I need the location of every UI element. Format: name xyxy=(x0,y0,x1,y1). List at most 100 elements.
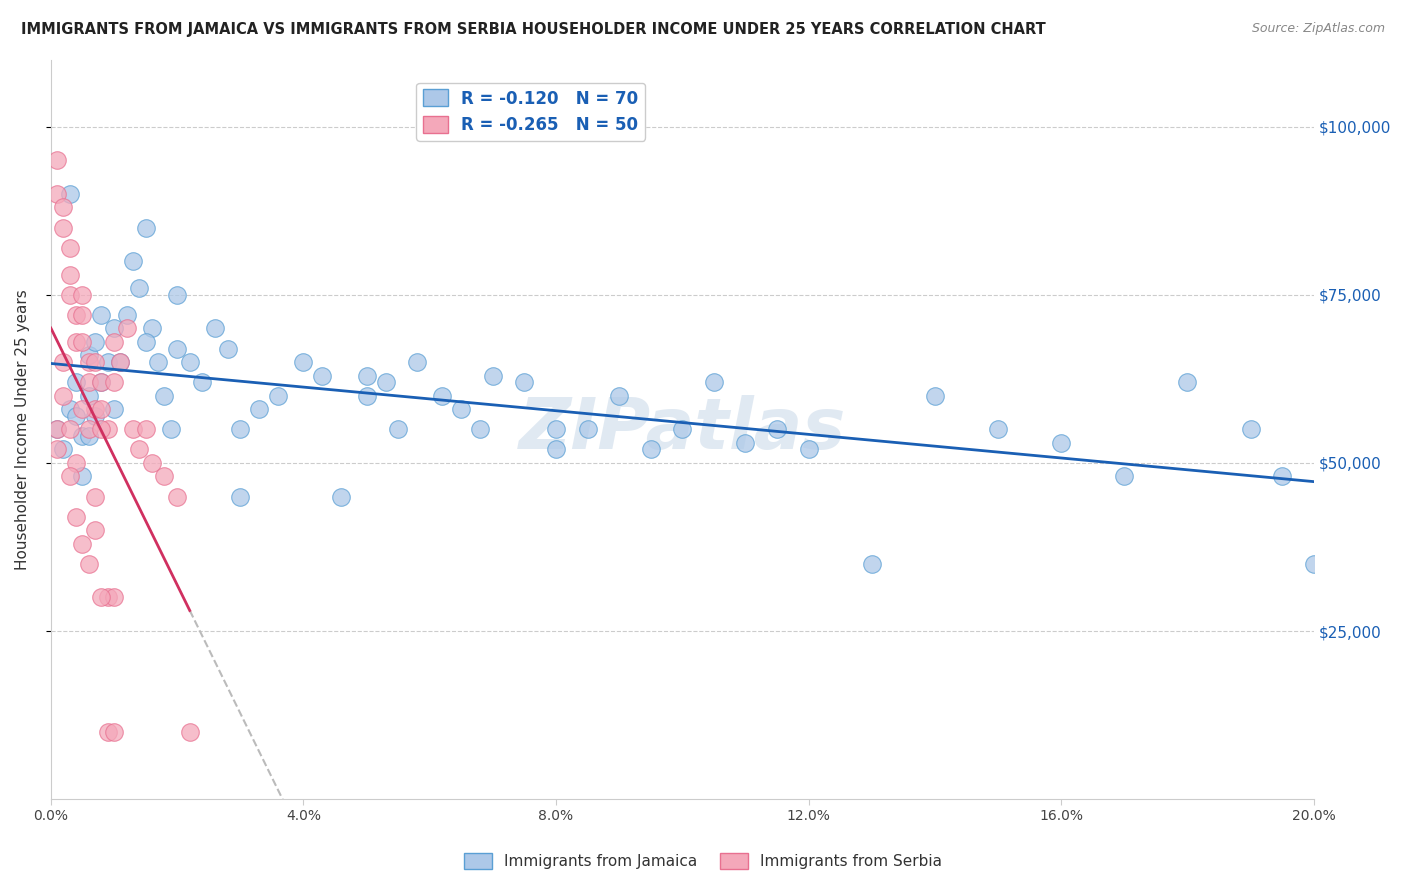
Text: Source: ZipAtlas.com: Source: ZipAtlas.com xyxy=(1251,22,1385,36)
Point xyxy=(191,376,214,390)
Point xyxy=(90,376,112,390)
Point xyxy=(46,442,69,457)
Point xyxy=(77,355,100,369)
Point xyxy=(59,187,82,202)
Point xyxy=(1050,435,1073,450)
Point xyxy=(46,422,69,436)
Point xyxy=(1302,557,1324,571)
Point xyxy=(84,490,107,504)
Point xyxy=(77,348,100,362)
Point xyxy=(122,254,145,268)
Point xyxy=(72,308,94,322)
Point xyxy=(90,422,112,436)
Point xyxy=(103,591,125,605)
Point xyxy=(356,368,378,383)
Point xyxy=(166,490,188,504)
Point xyxy=(65,409,87,423)
Point xyxy=(135,220,157,235)
Point xyxy=(46,187,69,202)
Point xyxy=(387,422,409,436)
Point xyxy=(77,376,100,390)
Point xyxy=(135,422,157,436)
Point xyxy=(84,334,107,349)
Point xyxy=(135,334,157,349)
Point xyxy=(46,422,69,436)
Point xyxy=(65,334,87,349)
Point xyxy=(72,334,94,349)
Point xyxy=(450,402,472,417)
Point xyxy=(292,355,315,369)
Point xyxy=(148,355,170,369)
Point xyxy=(77,429,100,443)
Point xyxy=(247,402,270,417)
Point xyxy=(97,724,120,739)
Point xyxy=(84,523,107,537)
Point xyxy=(52,220,75,235)
Point xyxy=(84,355,107,369)
Point xyxy=(90,308,112,322)
Legend: R = -0.120   N = 70, R = -0.265   N = 50: R = -0.120 N = 70, R = -0.265 N = 50 xyxy=(416,83,645,141)
Point xyxy=(482,368,505,383)
Point xyxy=(52,442,75,457)
Point xyxy=(987,422,1010,436)
Point xyxy=(59,268,82,282)
Point xyxy=(97,591,120,605)
Point xyxy=(77,389,100,403)
Point xyxy=(406,355,429,369)
Point xyxy=(110,355,132,369)
Point xyxy=(141,321,163,335)
Point xyxy=(103,334,125,349)
Point xyxy=(356,389,378,403)
Point xyxy=(607,389,630,403)
Point xyxy=(330,490,353,504)
Point xyxy=(544,422,567,436)
Point xyxy=(84,409,107,423)
Point xyxy=(65,308,87,322)
Point xyxy=(77,422,100,436)
Point xyxy=(103,402,125,417)
Text: ZIPatlas: ZIPatlas xyxy=(519,395,846,464)
Point xyxy=(103,376,125,390)
Point xyxy=(229,490,252,504)
Point xyxy=(179,724,201,739)
Point xyxy=(229,422,252,436)
Text: IMMIGRANTS FROM JAMAICA VS IMMIGRANTS FROM SERBIA HOUSEHOLDER INCOME UNDER 25 YE: IMMIGRANTS FROM JAMAICA VS IMMIGRANTS FR… xyxy=(21,22,1046,37)
Point xyxy=(65,509,87,524)
Point xyxy=(766,422,789,436)
Point xyxy=(159,422,181,436)
Point xyxy=(59,402,82,417)
Point xyxy=(166,288,188,302)
Point xyxy=(128,281,150,295)
Point xyxy=(1239,422,1261,436)
Point xyxy=(924,389,946,403)
Point xyxy=(797,442,820,457)
Point xyxy=(115,321,138,335)
Point xyxy=(179,355,201,369)
Point xyxy=(470,422,492,436)
Point xyxy=(77,557,100,571)
Point xyxy=(1177,376,1199,390)
Point xyxy=(52,389,75,403)
Point xyxy=(90,402,112,417)
Point xyxy=(267,389,290,403)
Point xyxy=(671,422,693,436)
Point xyxy=(141,456,163,470)
Point xyxy=(513,376,536,390)
Point xyxy=(128,442,150,457)
Point xyxy=(90,376,112,390)
Y-axis label: Householder Income Under 25 years: Householder Income Under 25 years xyxy=(15,289,30,570)
Point xyxy=(544,442,567,457)
Point xyxy=(153,469,176,483)
Point xyxy=(860,557,883,571)
Point xyxy=(59,288,82,302)
Point xyxy=(110,355,132,369)
Point xyxy=(97,355,120,369)
Point xyxy=(153,389,176,403)
Point xyxy=(72,536,94,550)
Point xyxy=(72,402,94,417)
Point xyxy=(65,456,87,470)
Point xyxy=(59,469,82,483)
Point xyxy=(166,342,188,356)
Point xyxy=(97,422,120,436)
Point xyxy=(59,241,82,255)
